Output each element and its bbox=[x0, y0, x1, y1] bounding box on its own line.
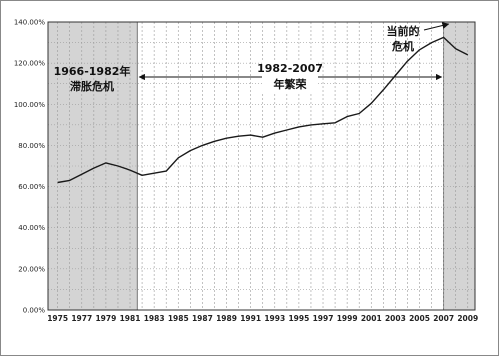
x-tick-label: 2005 bbox=[409, 314, 430, 323]
x-tick-label: 2003 bbox=[385, 314, 406, 323]
x-tick-label: 2007 bbox=[433, 314, 454, 323]
annotation-boom-line1: 1982-2007 bbox=[257, 62, 323, 75]
annotation-current-crisis-line1: 当前的 bbox=[387, 24, 420, 38]
x-tick-label: 1983 bbox=[144, 314, 165, 323]
y-tick-label: 0.00% bbox=[23, 307, 46, 315]
y-tick-label: 20.00% bbox=[18, 265, 45, 273]
x-tick-label: 2001 bbox=[361, 314, 382, 323]
x-tick-label: 1999 bbox=[337, 314, 358, 323]
x-tick-label: 1995 bbox=[288, 314, 309, 323]
x-tick-label: 1987 bbox=[192, 314, 213, 323]
annotation-current-crisis-line2: 危机 bbox=[391, 39, 414, 53]
x-tick-label: 1975 bbox=[47, 314, 68, 323]
x-tick-label: 1997 bbox=[313, 314, 334, 323]
x-tick-label: 1993 bbox=[264, 314, 285, 323]
x-tick-label: 2009 bbox=[457, 314, 478, 323]
series-line bbox=[57, 36, 469, 184]
annotation-current-crisis-arrow bbox=[423, 22, 450, 31]
y-tick-label: 80.00% bbox=[18, 142, 45, 150]
y-tick-label: 120.00% bbox=[14, 60, 45, 68]
y-tick-label: 140.00% bbox=[14, 19, 45, 27]
x-tick-label: 1989 bbox=[216, 314, 237, 323]
plot-frame bbox=[47, 21, 476, 311]
shaded-region-1 bbox=[47, 21, 138, 311]
x-tick-label: 1985 bbox=[168, 314, 189, 323]
annotation-stagflation-line2: 滞胀危机 bbox=[70, 79, 114, 93]
x-tick-label: 1977 bbox=[71, 314, 92, 323]
y-tick-label: 60.00% bbox=[18, 183, 45, 191]
x-tick-label: 1981 bbox=[120, 314, 141, 323]
x-tick-label: 1991 bbox=[240, 314, 261, 323]
annotation-boom-bg-top bbox=[262, 60, 318, 92]
annotation-stagflation-line1: 1966-1982年 bbox=[54, 64, 131, 78]
y-tick-label: 100.00% bbox=[14, 101, 45, 109]
annotation-boom-line2: 年繁荣 bbox=[274, 77, 308, 91]
x-tick-label: 1979 bbox=[95, 314, 116, 323]
y-tick-label: 40.00% bbox=[18, 224, 45, 232]
